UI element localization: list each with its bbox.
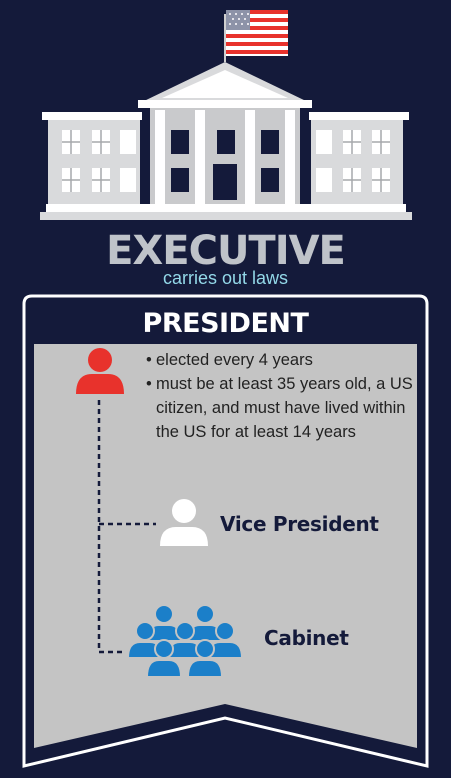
us-flag-icon <box>224 10 288 62</box>
vice-president-person-icon <box>160 499 208 546</box>
cabinet-group-icon <box>126 604 244 678</box>
branch-title: EXECUTIVE <box>106 228 346 274</box>
president-person-icon <box>76 348 124 394</box>
vice-president-label: Vice President <box>220 512 379 536</box>
fact-item: elected every 4 years <box>146 348 426 372</box>
president-facts-list: elected every 4 years must be at least 3… <box>146 348 426 444</box>
panel-title: PRESIDENT <box>142 308 309 339</box>
cabinet-label: Cabinet <box>264 626 349 650</box>
white-house-icon <box>40 62 412 220</box>
fact-item: must be at least 35 years old, a US citi… <box>146 372 426 444</box>
branch-subtitle: carries out laws <box>162 268 289 288</box>
hierarchy-connector <box>97 400 156 654</box>
